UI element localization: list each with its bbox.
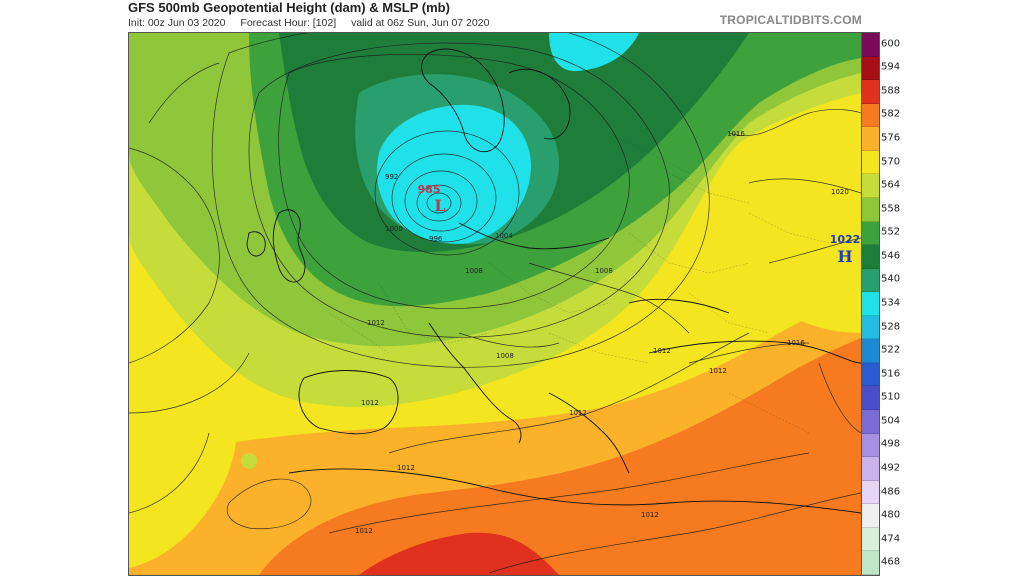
colorbar-label: 582	[881, 108, 901, 120]
isobar-label: 1000	[385, 225, 403, 233]
isobar-label: 1012	[653, 347, 671, 355]
colorbar-swatch	[862, 268, 879, 293]
colorbar-swatch	[862, 150, 879, 175]
isobar-label: 1008	[496, 352, 514, 360]
isobar-label: 1012	[397, 464, 415, 472]
valid-time: valid at 06z Sun, Jun 07 2020	[351, 17, 490, 29]
colorbar-label: 474	[881, 533, 901, 545]
colorbar-swatch	[862, 221, 879, 246]
colorbar-swatch	[862, 174, 879, 198]
colorbar-swatch	[862, 433, 879, 458]
colorbar-label: 498	[881, 438, 901, 450]
colorbar	[861, 32, 880, 576]
isobar-label: 992	[385, 173, 398, 181]
colorbar-swatch	[862, 551, 879, 575]
colorbar-label: 510	[881, 391, 901, 403]
isobar-label: 1020	[831, 188, 849, 196]
low-pressure-center: 985 L	[418, 183, 446, 215]
isobar-label: 1012	[641, 511, 659, 519]
colorbar-swatch	[862, 33, 879, 57]
colorbar-label: 528	[881, 321, 901, 333]
colorbar-label: 522	[881, 344, 901, 356]
colorbar-label: 492	[881, 462, 901, 474]
colorbar-label: 504	[881, 415, 901, 427]
colorbar-label: 576	[881, 132, 901, 144]
colorbar-label: 546	[881, 250, 901, 262]
colorbar-label: 480	[881, 509, 901, 521]
colorbar-label: 564	[881, 179, 901, 191]
isobar-label: 1012	[709, 367, 727, 375]
colorbar-swatch	[862, 362, 879, 387]
isobar-label: 1016	[787, 339, 805, 347]
isobar-label: 1012	[569, 409, 587, 417]
colorbar-swatch	[862, 127, 879, 151]
isobar-label: 1012	[355, 527, 373, 535]
colorbar-labels: 600 594 588 582 576 570 564 558 552 546 540 534 528 5…	[881, 32, 911, 574]
colorbar-swatch	[862, 504, 879, 528]
colorbar-swatch	[862, 339, 879, 363]
low-pressure-value: 985	[418, 183, 441, 196]
colorbar-label: 468	[881, 556, 901, 568]
colorbar-swatch	[862, 386, 879, 410]
colorbar-swatch	[862, 527, 879, 552]
chart-title: GFS 500mb Geopotential Height (dam) & MS…	[128, 0, 450, 15]
colorbar-swatch	[862, 56, 879, 81]
high-pressure-value: 1022	[830, 233, 861, 246]
colorbar-swatch	[862, 315, 879, 340]
init-time: Init: 00z Jun 03 2020	[128, 17, 226, 29]
colorbar-label: 486	[881, 486, 901, 498]
high-pressure-symbol: H	[837, 247, 852, 266]
colorbar-label: 534	[881, 297, 901, 309]
isobar-label: 1004	[495, 232, 513, 240]
colorbar-label: 588	[881, 85, 901, 97]
colorbar-label: 594	[881, 61, 901, 73]
weather-map: 992 1000 996 1004 1008 1012 1016 1020 10…	[128, 32, 862, 576]
colorbar-swatch	[862, 103, 879, 128]
high-pressure-center: 1022 H	[830, 233, 861, 266]
isobar-label: 996	[429, 235, 443, 243]
isobar-label: 1008	[595, 267, 613, 275]
forecast-hour: Forecast Hour: [102]	[240, 17, 337, 29]
map-canvas: 992 1000 996 1004 1008 1012 1016 1020 10…	[129, 33, 861, 575]
isobar-label: 1008	[465, 267, 483, 275]
colorbar-swatch	[862, 80, 879, 104]
site-brand: TROPICALTIDBITS.COM	[719, 13, 862, 27]
isobar-label: 1016	[727, 130, 745, 138]
colorbar-swatch	[862, 457, 879, 481]
colorbar-swatch	[862, 410, 879, 434]
colorbar-label: 558	[881, 203, 901, 215]
isobar-label: 1012	[361, 399, 379, 407]
colorbar-label: 540	[881, 273, 901, 285]
colorbar-swatch	[862, 480, 879, 505]
colorbar-label: 570	[881, 156, 901, 168]
colorbar-swatch	[862, 245, 879, 269]
colorbar-swatch	[862, 292, 879, 316]
colorbar-label: 600	[881, 38, 901, 50]
chart-subtitle: Init: 00z Jun 03 2020 Forecast Hour: [10…	[128, 17, 501, 29]
isobar-labels: 992 1000 996 1004 1008 1012 1016 1020 10…	[355, 130, 849, 535]
colorbar-label: 552	[881, 226, 901, 238]
isobar-label: 1012	[367, 319, 385, 327]
colorbar-label: 516	[881, 368, 901, 380]
low-pressure-symbol: L	[434, 196, 445, 215]
colorbar-swatch	[862, 197, 879, 222]
